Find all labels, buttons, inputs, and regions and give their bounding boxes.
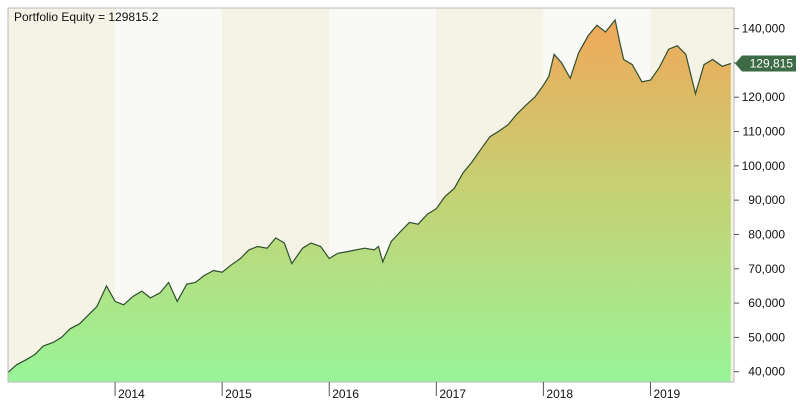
y-tick-label: 40,000 bbox=[748, 365, 785, 379]
y-tick-label: 110,000 bbox=[743, 125, 786, 139]
equity-line bbox=[7, 18, 731, 373]
y-tick-label: 60,000 bbox=[748, 296, 785, 310]
y-tick-label: 90,000 bbox=[748, 193, 785, 207]
y-tick-label: 70,000 bbox=[748, 262, 785, 276]
last-value-label: 129,815 bbox=[750, 57, 794, 71]
y-tick-label: 80,000 bbox=[748, 227, 785, 241]
x-tick-label: 2018 bbox=[546, 387, 573, 401]
y-tick-label: 50,000 bbox=[748, 330, 785, 344]
equity-area-fill bbox=[8, 20, 731, 382]
x-tick-label: 2016 bbox=[332, 387, 359, 401]
y-tick-label: 100,000 bbox=[742, 159, 786, 173]
y-axis: 140,000130,000120,000110,000100,00090,00… bbox=[734, 22, 785, 379]
x-tick-label: 2015 bbox=[225, 387, 252, 401]
last-value-marker: 129,815 bbox=[735, 55, 796, 72]
x-tick-label: 2017 bbox=[439, 387, 466, 401]
last-value-marker-shape bbox=[735, 55, 796, 72]
x-tick-label: 2019 bbox=[653, 387, 680, 401]
y-tick-label: 120,000 bbox=[742, 90, 786, 104]
x-tick-label: 2014 bbox=[118, 387, 145, 401]
equity-area bbox=[7, 18, 731, 382]
plot-frame bbox=[7, 7, 735, 383]
x-axis: 2014 2015 2016 2017 2018 2019 bbox=[114, 382, 680, 401]
chart-title: Portfolio Equity = 129815.2 bbox=[14, 10, 159, 24]
y-tick-label: 140,000 bbox=[742, 22, 786, 36]
